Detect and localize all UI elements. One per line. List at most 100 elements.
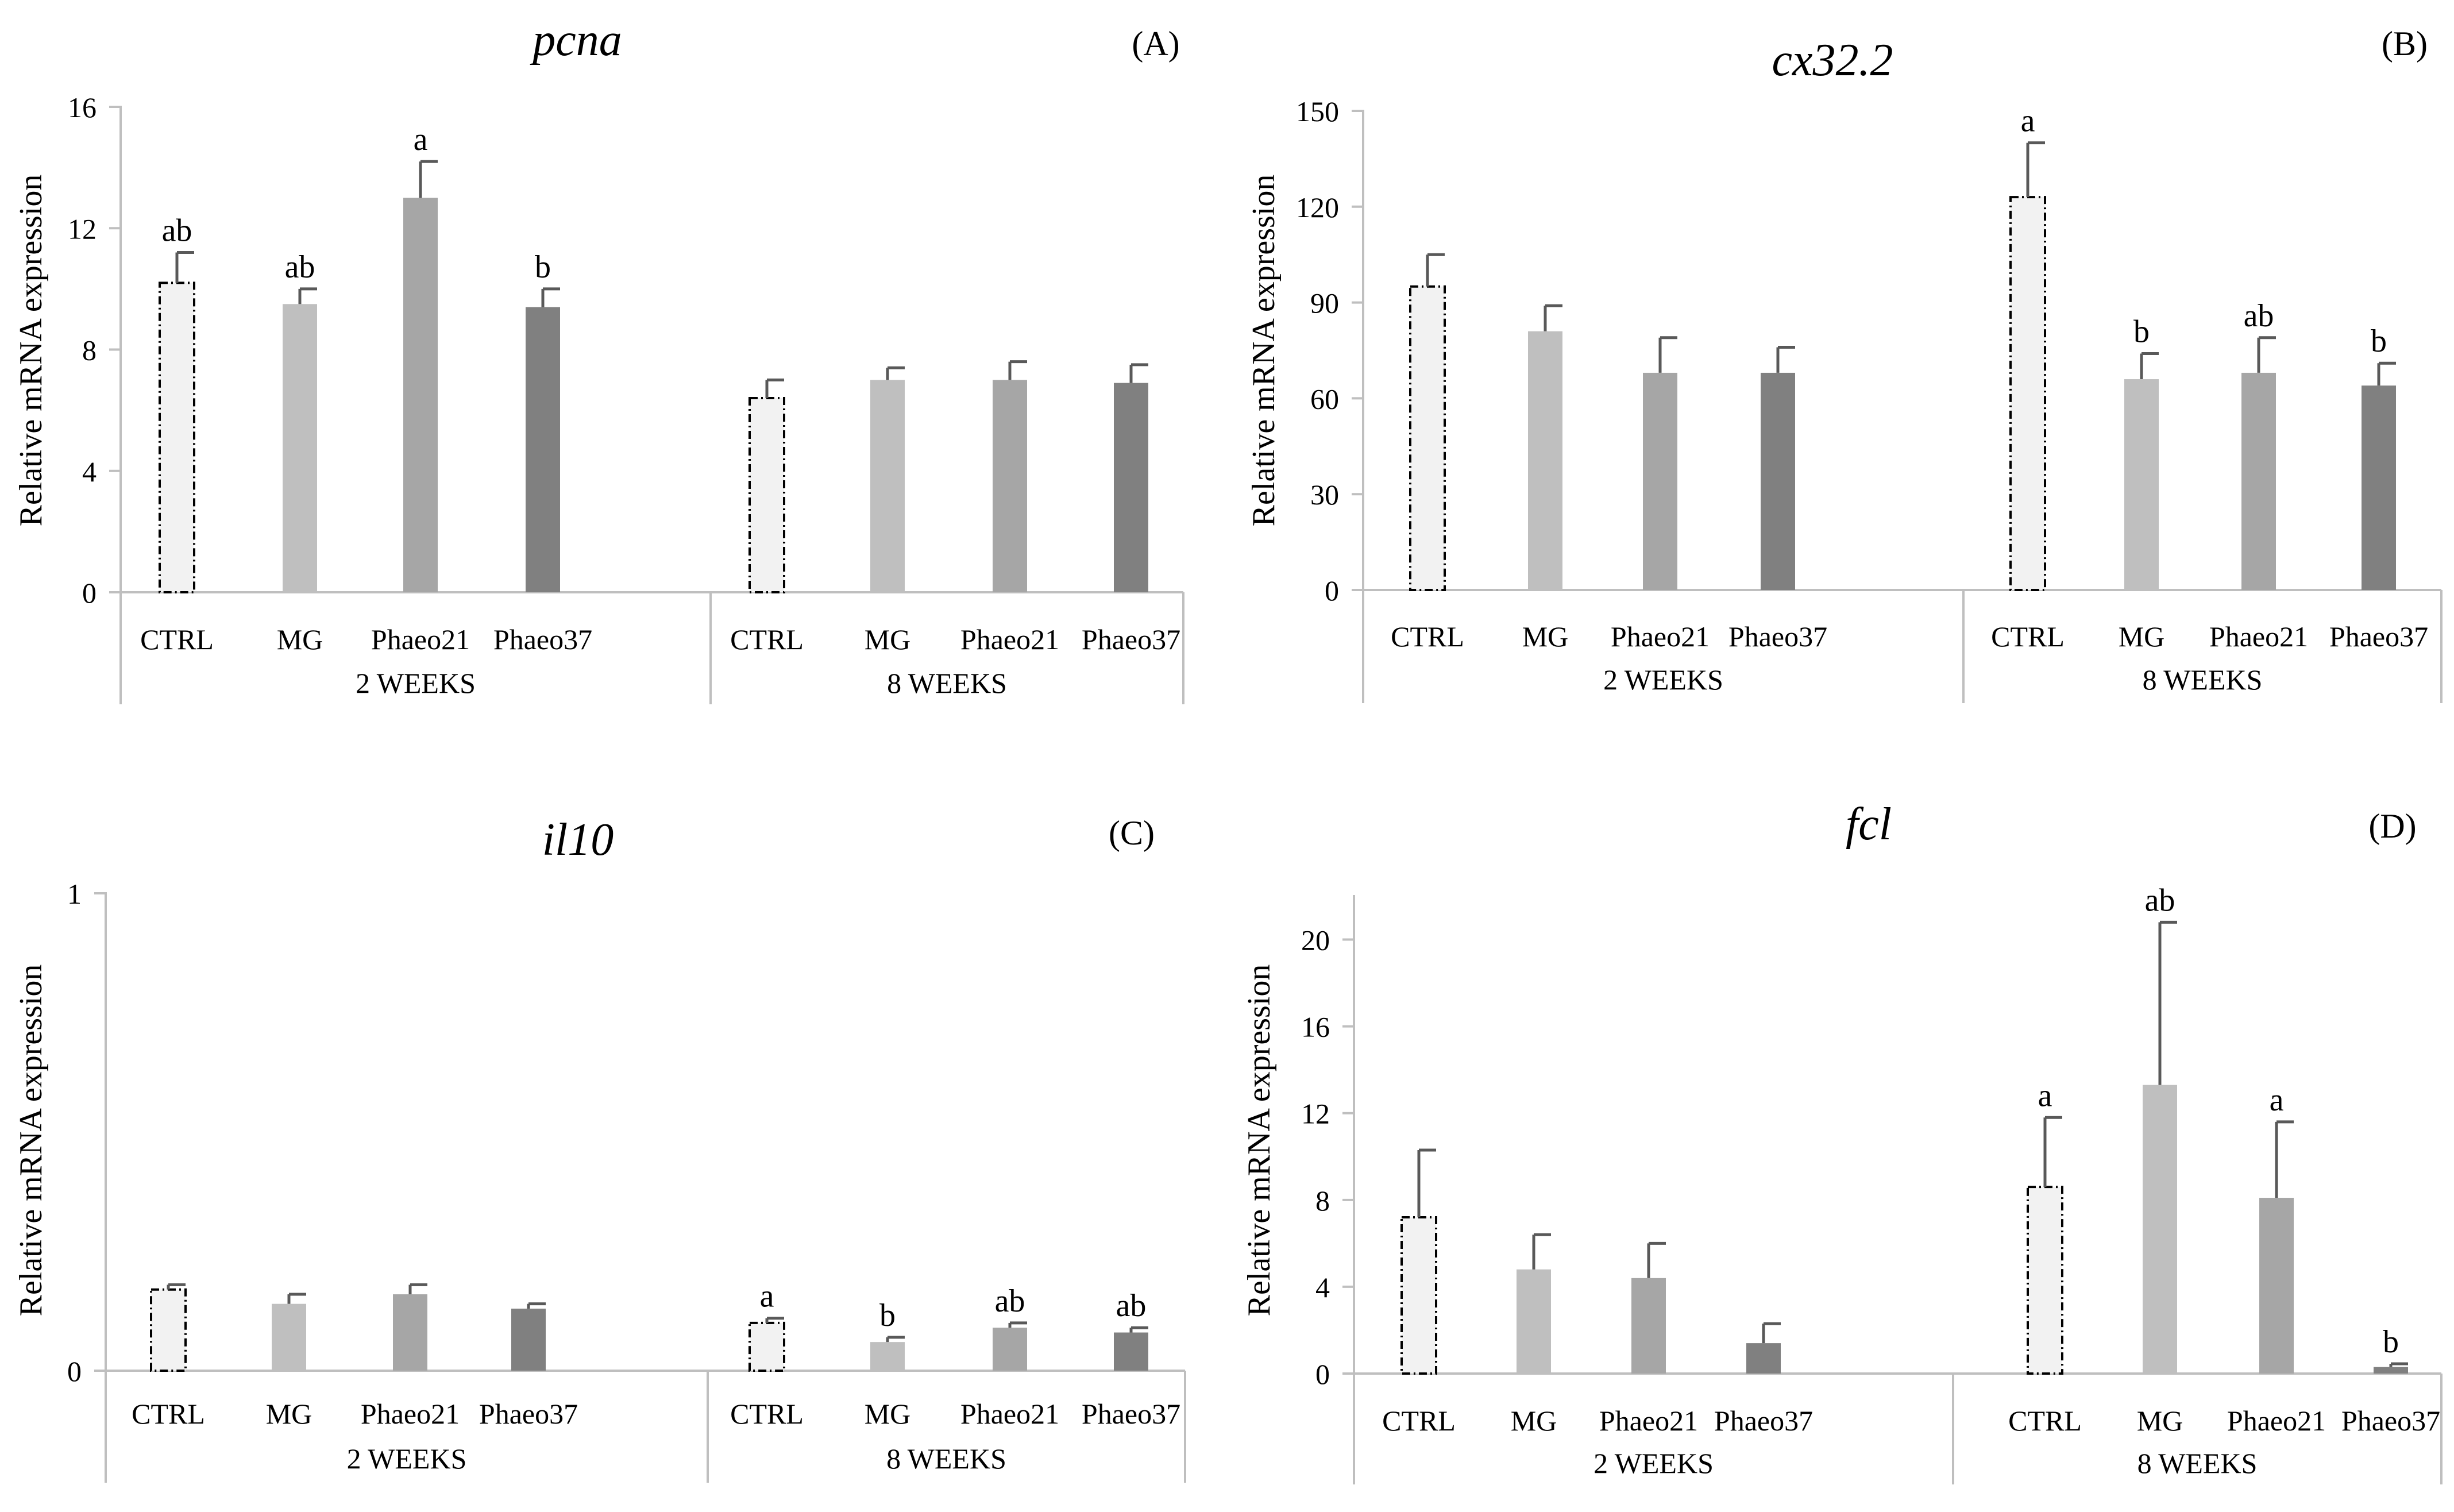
y-tick-label: 4 — [82, 456, 97, 488]
x-category-label: CTRL — [2008, 1405, 2082, 1437]
significance-letter: a — [2270, 1082, 2284, 1118]
bar-2-weeks-phaeo37 — [511, 1308, 546, 1371]
bar-8-weeks-phaeo37 — [2374, 1367, 2408, 1374]
week-group-label: 2 WEEKS — [1593, 1447, 1714, 1479]
panel-label: (D) — [2368, 807, 2416, 845]
bar-8-weeks-ctrl — [748, 1321, 785, 1372]
y-tick-label: 4 — [1315, 1271, 1330, 1303]
x-category-label: MG — [266, 1398, 312, 1430]
significance-letter: a — [2021, 103, 2035, 139]
bar-2-weeks-mg — [272, 1303, 306, 1371]
x-category-label: CTRL — [1382, 1405, 1456, 1437]
y-tick-label: 20 — [1301, 924, 1330, 956]
y-tick-label: 60 — [1310, 383, 1339, 415]
y-tick-label: 0 — [1325, 574, 1339, 607]
chart-title: cx32.2 — [1772, 35, 1893, 86]
y-tick-label: 0 — [1315, 1358, 1330, 1390]
bar-2-weeks-phaeo21 — [1631, 1278, 1666, 1374]
significance-letter: a — [2038, 1078, 2052, 1113]
x-category-label: CTRL — [1391, 620, 1464, 653]
x-category-label: Phaeo21 — [1599, 1405, 1698, 1437]
y-tick-label: 30 — [1310, 479, 1339, 511]
chart-panel-cx32-2: cx32.2 (B) Relative mRNA expression 0 30 60 90… — [1246, 25, 2443, 703]
week-group-label: 2 WEEKS — [347, 1442, 467, 1475]
x-category-label: CTRL — [730, 623, 804, 655]
bar-8-weeks-phaeo21 — [2241, 372, 2276, 590]
y-tick-label: 16 — [68, 91, 97, 124]
x-category-label: Phaeo21 — [371, 623, 470, 655]
bar-8-weeks-phaeo21 — [2259, 1198, 2294, 1374]
bar-2-weeks-ctrl — [1400, 1216, 1437, 1375]
x-category-label: MG — [1511, 1405, 1557, 1437]
y-tick-label: 12 — [68, 213, 97, 245]
y-axis-label: Relative mRNA expression — [13, 965, 49, 1317]
bar-8-weeks-ctrl — [2009, 196, 2046, 591]
y-axis-label: Relative mRNA expression — [13, 175, 49, 527]
x-category-label: MG — [865, 1398, 911, 1430]
significance-letter: ab — [1116, 1288, 1147, 1324]
panel-label: (B) — [2382, 25, 2428, 63]
y-tick-label: 8 — [82, 334, 97, 367]
x-category-label: Phaeo21 — [2227, 1405, 2326, 1437]
x-category-label: Phaeo37 — [2341, 1405, 2440, 1437]
bar-8-weeks-mg — [870, 380, 905, 592]
x-category-label: CTRL — [730, 1398, 804, 1430]
bar-2-weeks-mg — [1528, 331, 1562, 590]
x-category-label: Phaeo37 — [1082, 623, 1180, 655]
x-category-label: Phaeo37 — [1728, 620, 1827, 653]
bar-8-weeks-phaeo21 — [993, 380, 1027, 592]
significance-letter: b — [879, 1298, 896, 1333]
bar-2-weeks-phaeo37 — [1761, 372, 1795, 590]
bar-2-weeks-ctrl — [1409, 285, 1446, 591]
x-category-label: Phaeo21 — [361, 1398, 460, 1430]
y-axis-label: Relative mRNA expression — [1246, 175, 1282, 527]
chart-panel-pcna: pcna (A)Relative mRNA expression0481216ab… — [13, 15, 1184, 704]
bar-2-weeks-mg — [283, 304, 317, 592]
x-category-label: Phaeo37 — [479, 1398, 578, 1430]
y-tick-label: 0 — [67, 1355, 82, 1387]
week-group-label: 8 WEEKS — [2143, 664, 2263, 696]
bar-8-weeks-mg — [870, 1342, 905, 1371]
bar-8-weeks-ctrl — [2027, 1186, 2063, 1375]
significance-letter: b — [2133, 314, 2150, 350]
week-group-label: 8 WEEKS — [887, 667, 1007, 699]
bar-2-weeks-ctrl — [159, 281, 195, 593]
y-tick-label: 120 — [1296, 191, 1339, 223]
significance-letter: ab — [2145, 882, 2175, 918]
x-category-label: Phaeo37 — [1082, 1398, 1180, 1430]
chart-title: il10 — [542, 815, 614, 865]
x-category-label: MG — [2119, 620, 2165, 653]
x-category-label: Phaeo21 — [2209, 620, 2308, 653]
bar-2-weeks-phaeo21 — [1643, 372, 1677, 590]
x-category-label: CTRL — [132, 1398, 205, 1430]
bar-8-weeks-mg — [2124, 379, 2159, 590]
x-category-label: CTRL — [140, 623, 214, 655]
bar-8-weeks-phaeo37 — [1114, 383, 1148, 592]
week-group-label: 2 WEEKS — [1603, 664, 1723, 696]
chart-panel-il10: il10 (C) Relative mRNA expression 0 1 CTRL MG P… — [13, 814, 1186, 1483]
panel-label: (C) — [1109, 814, 1155, 852]
bar-8-weeks-mg — [2143, 1085, 2177, 1374]
x-category-label: MG — [277, 623, 323, 655]
y-tick-label: 1 — [67, 878, 82, 910]
significance-letter: b — [2371, 323, 2387, 359]
chart-title: fcl — [1846, 799, 1892, 850]
x-category-label: MG — [865, 623, 911, 655]
x-category-label: CTRL — [1991, 620, 2065, 653]
significance-letter: a — [760, 1279, 774, 1314]
x-category-label: MG — [2137, 1405, 2183, 1437]
x-category-label: Phaeo37 — [1714, 1405, 1813, 1437]
bar-8-weeks-phaeo37 — [2362, 385, 2396, 590]
y-tick-label: 8 — [1315, 1185, 1330, 1217]
x-category-label: Phaeo21 — [960, 1398, 1059, 1430]
significance-letter: ab — [2244, 298, 2274, 334]
bar-2-weeks-phaeo21 — [393, 1294, 427, 1371]
y-tick-label: 12 — [1301, 1098, 1330, 1130]
y-axis-label: Relative mRNA expression — [1241, 965, 1277, 1317]
significance-letter: b — [2383, 1324, 2399, 1360]
chart-panel-fcl: fcl (D) Relative mRNA expression 0 4 8 12 16 20 C… — [1241, 799, 2443, 1484]
bar-2-weeks-mg — [1517, 1269, 1551, 1374]
bar-8-weeks-phaeo37 — [1114, 1332, 1148, 1371]
panel-label: (A) — [1132, 25, 1179, 63]
x-category-label: Phaeo21 — [1611, 620, 1710, 653]
